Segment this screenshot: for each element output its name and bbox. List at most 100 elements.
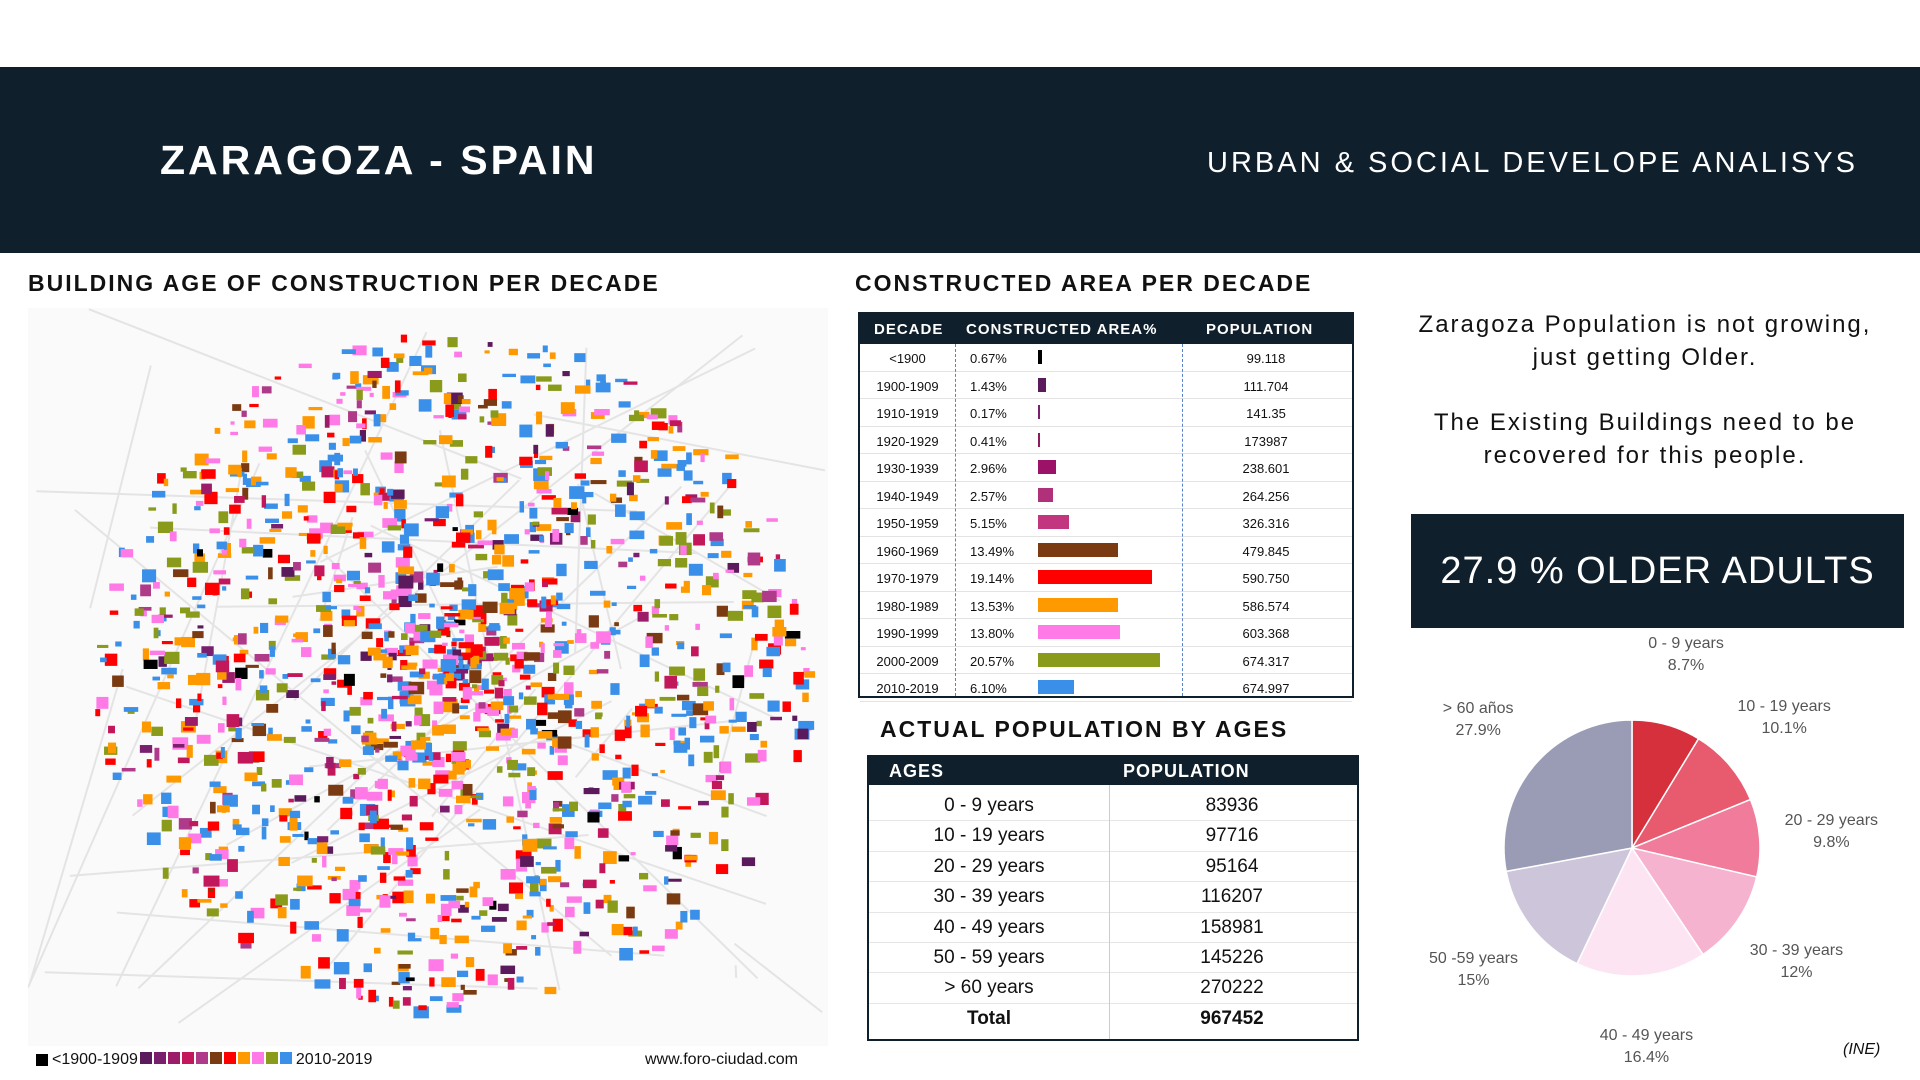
map-building: [745, 521, 752, 528]
map-building: [201, 646, 214, 657]
map-building: [403, 546, 413, 558]
map-building: [666, 835, 679, 846]
map-building: [759, 659, 774, 669]
col-age-population: POPULATION: [1123, 761, 1250, 781]
map-building: [804, 671, 816, 678]
map-building: [309, 528, 323, 539]
map-building: [410, 613, 416, 626]
map-building: [326, 756, 334, 769]
map-building: [174, 637, 189, 646]
map-building: [361, 737, 378, 745]
map-source: www.foro-ciudad.com: [645, 1051, 798, 1068]
map-building: [395, 557, 410, 568]
map-building: [618, 561, 628, 568]
map-building: [481, 678, 489, 691]
map-building: [380, 673, 387, 678]
age-population-cell: 116207: [1201, 886, 1263, 908]
age-pie-chart: [1503, 719, 1761, 977]
map-building: [725, 569, 735, 573]
pie-label-name: 10 - 19 years: [1737, 698, 1831, 716]
map-building: [508, 882, 524, 894]
map-building: [369, 392, 374, 397]
map-building: [238, 932, 254, 944]
map-building: [108, 742, 117, 754]
map-building: [657, 468, 672, 477]
map-building: [237, 467, 242, 478]
map-building: [721, 806, 729, 818]
map-building: [683, 470, 693, 481]
map-building: [254, 653, 270, 662]
map-building: [508, 348, 518, 356]
map-building: [483, 689, 495, 694]
map-building: [235, 891, 243, 899]
map-building: [338, 759, 352, 768]
map-building: [391, 676, 403, 682]
map-building: [493, 652, 509, 661]
map-building: [306, 560, 316, 564]
map-building: [293, 887, 302, 891]
map-building: [236, 827, 250, 836]
map-building: [259, 670, 264, 679]
map-building: [516, 920, 527, 931]
map-building: [530, 521, 539, 526]
map-building: [151, 726, 163, 736]
map-building: [522, 792, 536, 804]
map-building: [697, 686, 709, 697]
map-building: [343, 710, 350, 722]
map-building: [184, 717, 198, 726]
map-building: [330, 830, 340, 835]
map-building: [405, 645, 419, 656]
map-building: [618, 401, 631, 408]
map-building: [379, 649, 388, 653]
map-building: [337, 522, 353, 527]
map-building: [634, 460, 648, 473]
age-cell: 10 - 19 years: [933, 825, 1045, 847]
map-building: [248, 751, 265, 763]
map-building: [423, 440, 437, 445]
map-building: [220, 747, 225, 759]
map-building: [800, 647, 806, 651]
map-building: [626, 482, 634, 496]
map-building: [574, 633, 587, 643]
map-building: [615, 504, 626, 517]
map-building: [471, 605, 483, 617]
map-building: [596, 631, 611, 644]
map-building: [199, 827, 212, 838]
map-building: [693, 480, 704, 485]
map-building: [289, 810, 301, 819]
map-building: [407, 695, 422, 705]
map-building: [659, 536, 674, 546]
map-building: [377, 492, 393, 501]
map-building: [520, 559, 529, 564]
map-building: [441, 475, 456, 488]
map-building: [209, 801, 216, 814]
map-building: [390, 790, 395, 798]
map-building: [409, 355, 422, 366]
map-building: [139, 745, 153, 753]
map-building: [727, 479, 737, 489]
map-building: [351, 725, 361, 735]
map-building: [537, 702, 548, 716]
map-building: [390, 824, 403, 830]
population-cell: 173987: [1244, 433, 1288, 449]
map-building: [157, 682, 171, 690]
map-building: [382, 518, 398, 528]
map-building: [445, 677, 457, 689]
decade-row: 2000-2009 20.57% 674.317: [860, 647, 1352, 674]
map-building: [298, 363, 312, 369]
map-building: [555, 859, 561, 872]
map-building: [141, 721, 152, 733]
map-building: [721, 550, 732, 558]
map-building: [624, 725, 632, 739]
map-building: [173, 569, 189, 578]
decade-cell: 1960-1969: [876, 543, 939, 559]
decade-cell: 1940-1949: [876, 488, 939, 504]
map-building: [456, 888, 469, 893]
legend-swatch: [153, 1052, 166, 1064]
map-building: [464, 901, 470, 908]
map-building: [590, 642, 600, 649]
map-building: [458, 373, 467, 383]
map-building: [305, 434, 320, 442]
map-building: [632, 475, 641, 482]
map-building: [481, 925, 496, 932]
